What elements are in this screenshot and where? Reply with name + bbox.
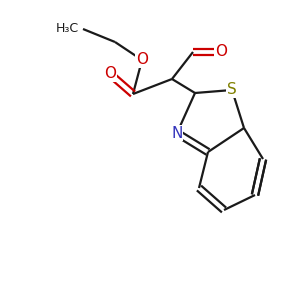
Text: O: O [215,44,227,59]
Text: O: O [104,67,116,82]
Text: H₃C: H₃C [56,22,79,35]
Text: N: N [171,125,183,140]
Text: S: S [227,82,237,98]
Text: O: O [136,52,148,68]
